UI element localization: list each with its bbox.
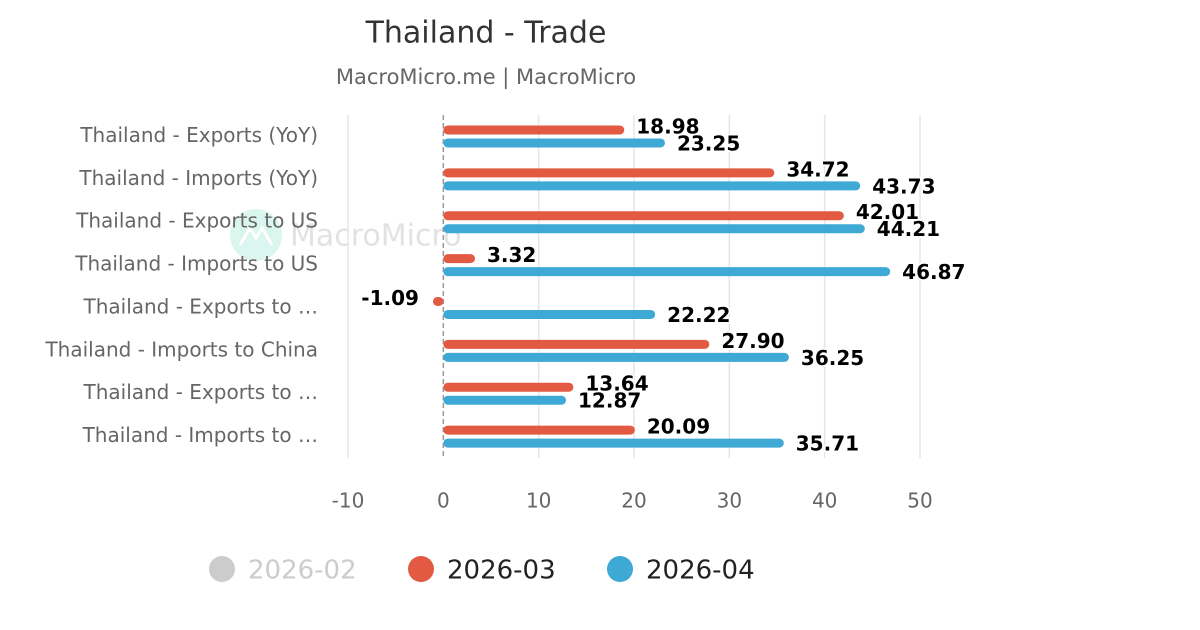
y-tick-label: Thailand - Exports to …	[82, 294, 318, 318]
data-label: 42.01	[856, 200, 919, 224]
y-tick-label: Thailand - Imports to China	[44, 337, 318, 361]
chart-subtitle: MacroMicro.me | MacroMicro	[336, 65, 636, 90]
legend-label: 2026-02	[248, 556, 357, 586]
data-label: 27.90	[721, 329, 784, 353]
data-label: 23.25	[677, 131, 740, 155]
legend-label: 2026-04	[646, 556, 755, 586]
bar	[443, 211, 844, 221]
data-label: 18.98	[636, 114, 699, 138]
x-tick-label: 40	[812, 489, 837, 513]
legend-item[interactable]: 2026-04	[607, 556, 755, 586]
y-tick-label: Thailand - Imports to …	[82, 423, 318, 447]
data-label: 44.21	[877, 217, 940, 241]
x-tick-label: 0	[437, 489, 450, 513]
bar	[432, 296, 444, 306]
data-label: 22.22	[667, 303, 730, 327]
y-tick-label: Thailand - Exports to US	[75, 209, 318, 233]
data-label: 36.25	[801, 346, 864, 370]
y-tick-label: Thailand - Exports (YoY)	[79, 123, 318, 147]
data-label: 46.87	[902, 260, 965, 284]
legend-swatch	[209, 556, 235, 582]
bar	[443, 138, 665, 148]
data-label: 43.73	[872, 174, 935, 198]
bar	[443, 224, 865, 234]
x-tick-label: 10	[526, 489, 551, 513]
bar	[443, 267, 891, 277]
bar	[443, 382, 574, 392]
x-tick-label: 30	[717, 489, 742, 513]
data-label: 34.72	[786, 157, 849, 181]
data-label: 20.09	[647, 415, 710, 439]
data-label: 3.32	[487, 243, 536, 267]
data-label: 12.87	[578, 389, 641, 413]
legend-swatch	[607, 556, 633, 582]
bar	[443, 438, 784, 448]
legend-swatch	[408, 556, 434, 582]
y-tick-label: Thailand - Exports to …	[82, 380, 318, 404]
bar	[443, 168, 775, 178]
legend-label: 2026-03	[447, 556, 556, 586]
data-label: 13.64	[585, 372, 648, 396]
bar	[443, 181, 861, 191]
bar	[443, 309, 656, 319]
legend-item[interactable]: 2026-03	[408, 556, 556, 586]
chart-title: Thailand - Trade	[365, 16, 607, 51]
legend-item[interactable]: 2026-02	[209, 556, 357, 586]
x-tick-label: 50	[907, 489, 932, 513]
bar	[443, 352, 789, 362]
data-label: 35.71	[796, 432, 859, 456]
bar	[443, 425, 635, 435]
bar	[443, 125, 625, 135]
watermark-logo	[230, 209, 282, 261]
watermark: MacroMicro	[290, 219, 462, 254]
bar	[443, 254, 475, 264]
y-tick-label: Thailand - Imports to US	[74, 252, 318, 276]
data-label: -1.09	[361, 286, 419, 310]
bar	[443, 395, 567, 405]
bar	[443, 339, 710, 349]
x-tick-label: 20	[621, 489, 646, 513]
y-tick-label: Thailand - Imports (YoY)	[78, 166, 318, 190]
x-tick-label: -10	[332, 489, 365, 513]
